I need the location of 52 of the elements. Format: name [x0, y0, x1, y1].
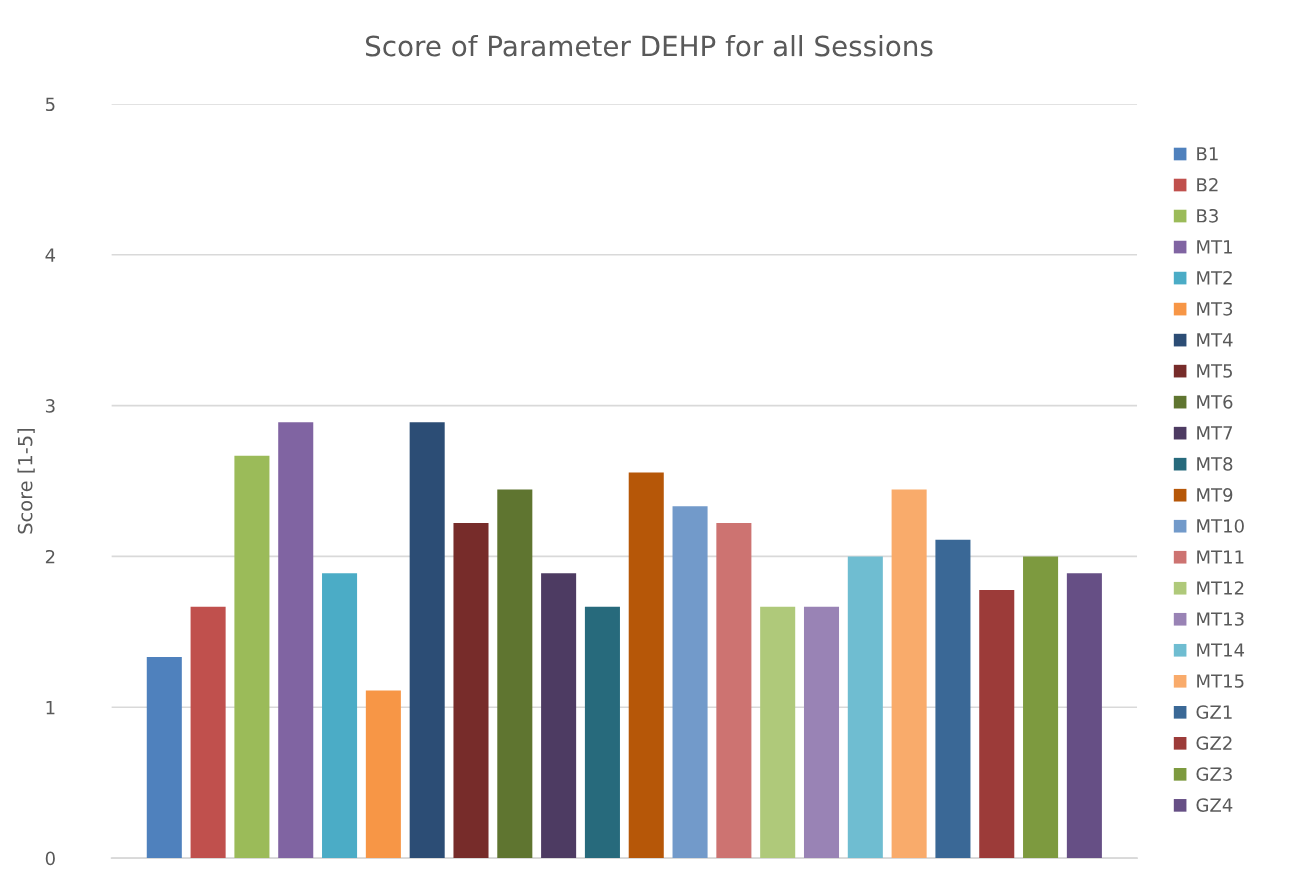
legend-label: MT6	[1197, 395, 1233, 409]
legend-label: MT15	[1197, 674, 1244, 688]
bar	[497, 489, 533, 859]
legend-label: B1	[1197, 147, 1218, 161]
legend-label: MT10	[1197, 519, 1244, 533]
bar	[409, 422, 445, 859]
bar	[278, 422, 314, 859]
bar	[847, 556, 883, 859]
y-tick-label: 5	[45, 97, 55, 112]
bar	[935, 539, 971, 859]
legend-label: GZ4	[1196, 798, 1233, 812]
legend-label: MT5	[1197, 364, 1232, 378]
legend-label: MT1	[1197, 240, 1232, 254]
y-tick-label: 1	[46, 700, 55, 715]
legend-label: GZ2	[1196, 736, 1232, 750]
bar	[453, 522, 489, 859]
bar	[365, 690, 401, 859]
bar	[234, 455, 270, 859]
legend-label: MT9	[1197, 488, 1233, 502]
bar	[803, 606, 840, 859]
legend-label: MT7	[1197, 426, 1233, 440]
y-tick-label: 4	[45, 248, 56, 262]
bar	[190, 606, 226, 859]
legend-label: MT3	[1197, 302, 1233, 316]
bar	[979, 589, 1015, 859]
legend-label: MT11	[1197, 550, 1244, 564]
legend-label: GZ1	[1196, 705, 1232, 719]
bar	[584, 606, 620, 859]
bar	[716, 522, 752, 859]
legend-label: MT14	[1197, 643, 1245, 657]
legend-label: MT13	[1197, 612, 1244, 626]
legend-label: MT4	[1197, 333, 1233, 347]
bar	[672, 506, 708, 859]
bar	[628, 472, 664, 859]
bar	[1066, 573, 1102, 859]
y-axis-title: Score [1-5]	[17, 428, 35, 534]
bar	[891, 489, 927, 859]
y-tick-label: 0	[45, 851, 55, 866]
legend-label: B3	[1197, 208, 1218, 223]
bar	[760, 606, 796, 859]
bar	[322, 573, 358, 859]
legend-label: MT12	[1197, 581, 1244, 595]
y-tick-label: 2	[45, 549, 55, 564]
bar	[541, 573, 577, 859]
bar	[146, 657, 182, 859]
legend-label: GZ3	[1196, 767, 1232, 781]
legend-label: MT2	[1197, 271, 1232, 285]
legend-label: B2	[1197, 177, 1218, 192]
chart-title: Score of Parameter DEHP for all Sessions	[365, 35, 933, 57]
y-tick-label: 3	[45, 399, 55, 413]
bar	[1023, 556, 1059, 859]
legend-label: MT8	[1197, 457, 1233, 471]
